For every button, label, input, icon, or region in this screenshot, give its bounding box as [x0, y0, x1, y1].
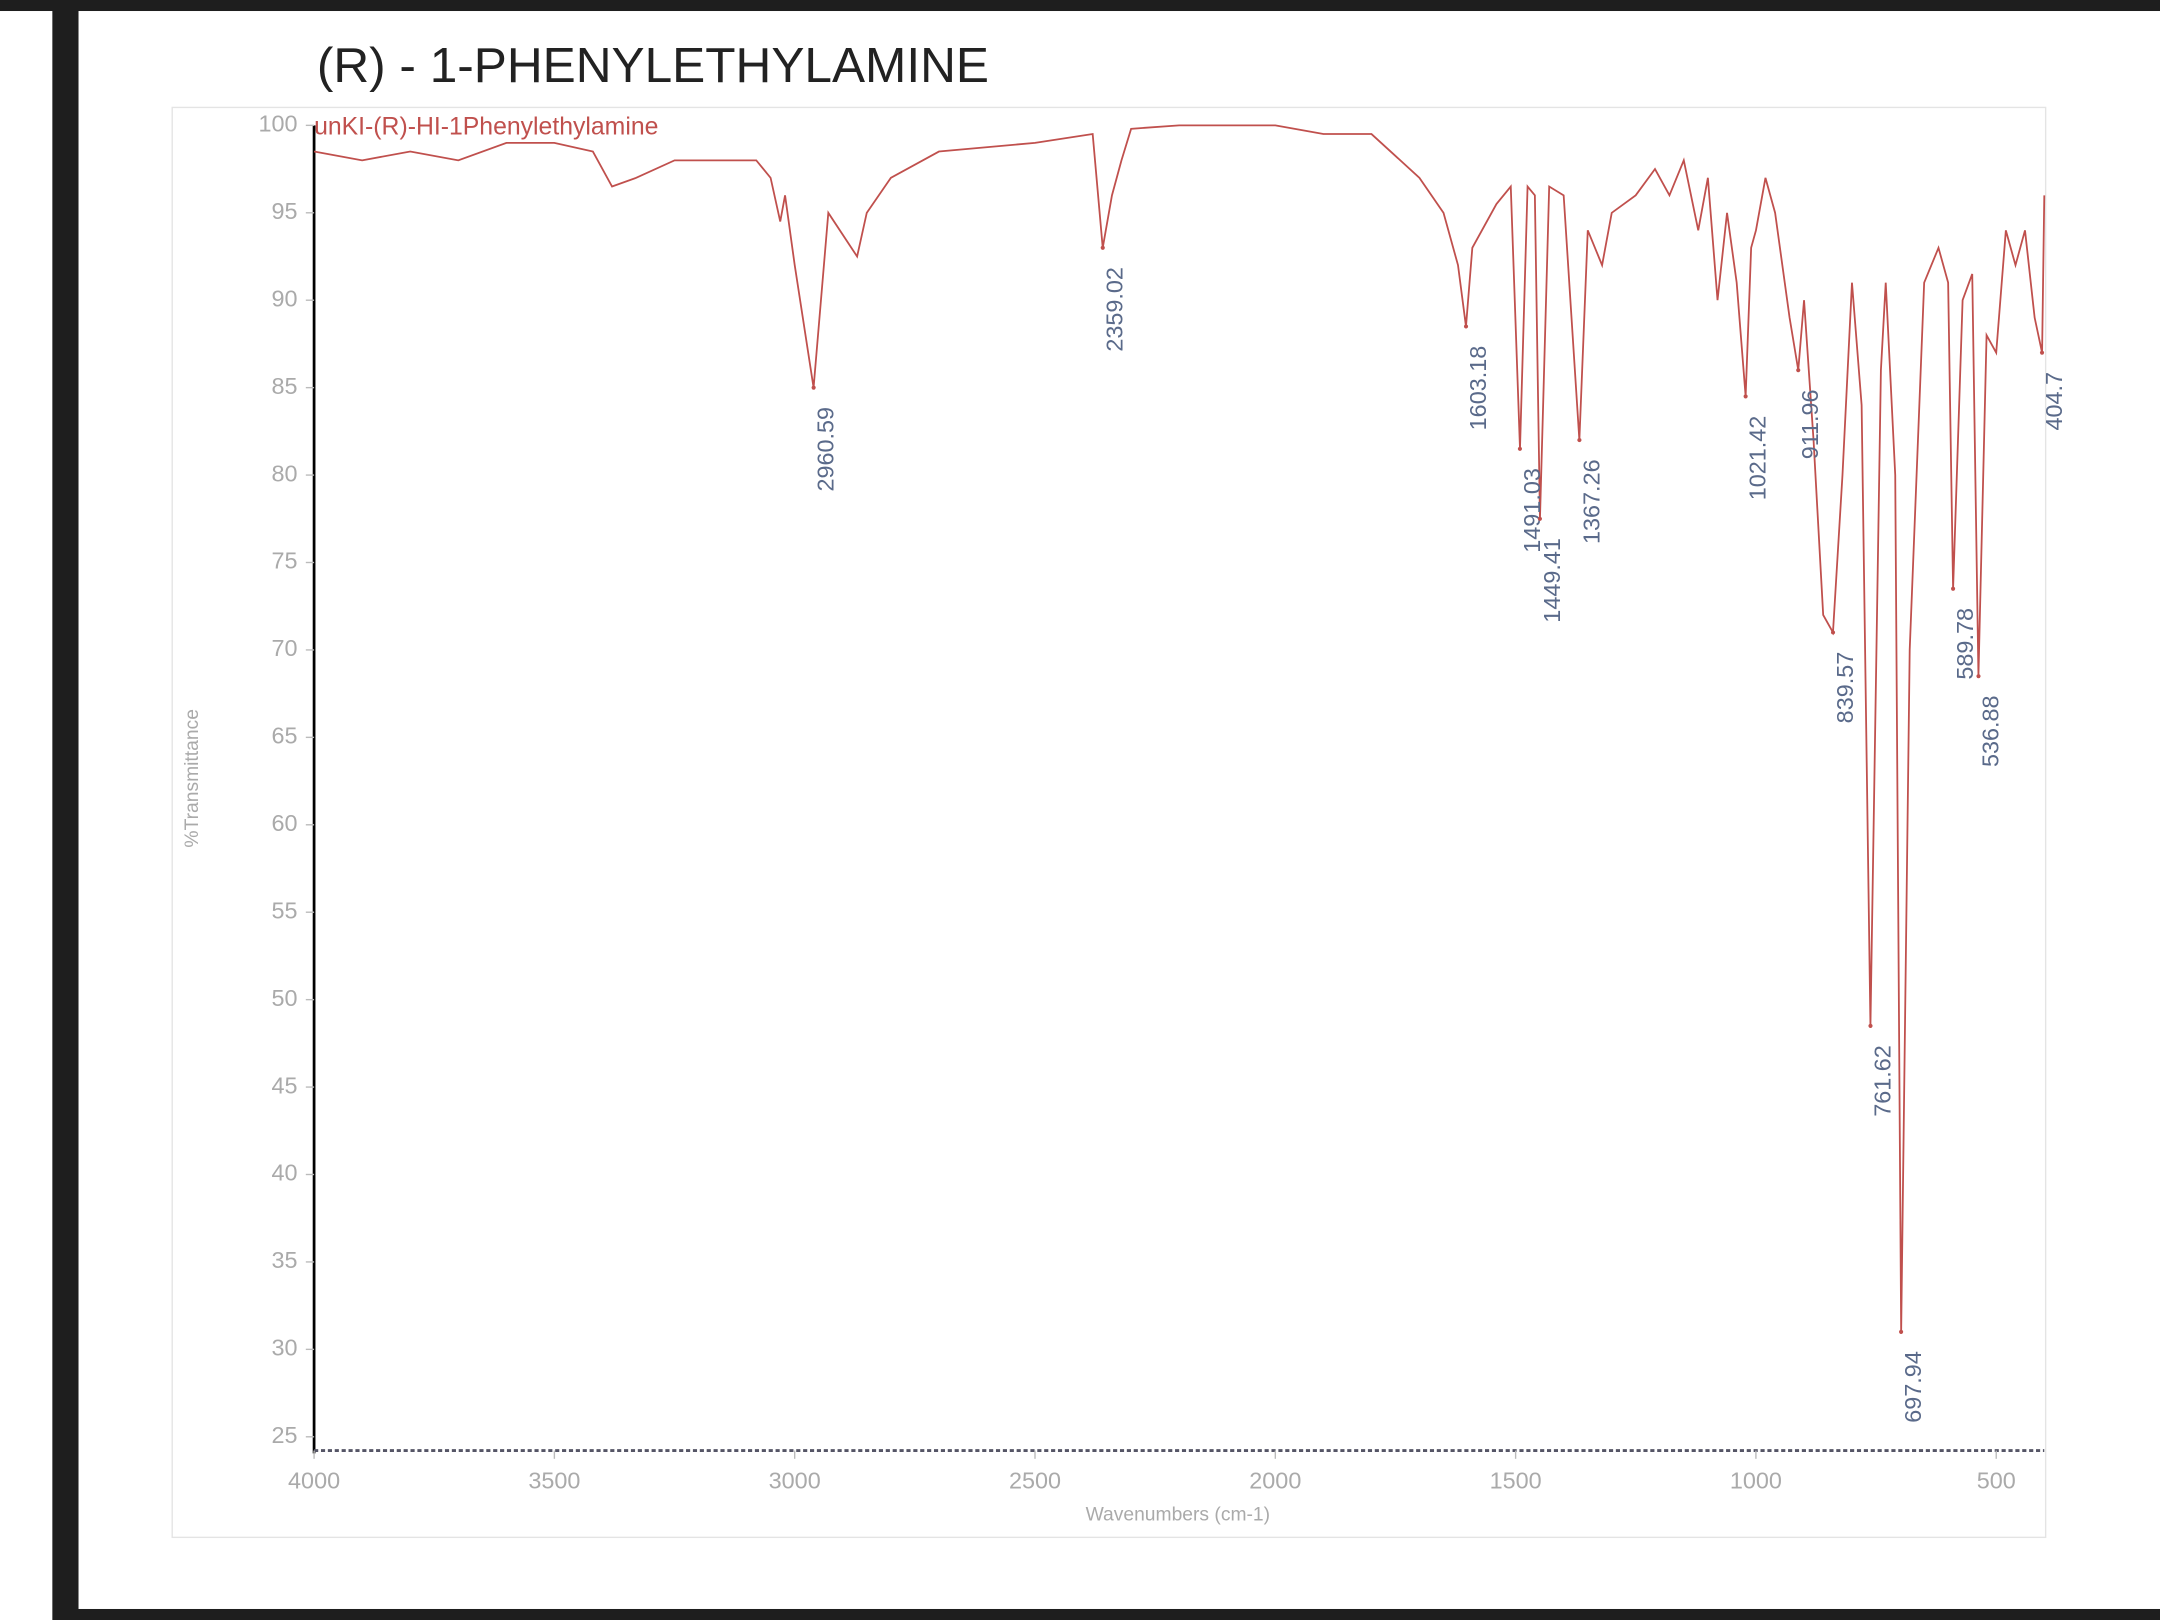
peak-marker — [1100, 245, 1105, 250]
peak-marker — [1517, 446, 1522, 451]
x-tick-label: 500 — [1977, 1467, 2016, 1493]
y-tick-label: 55 — [272, 897, 298, 923]
x-tick-label: 3500 — [528, 1467, 580, 1493]
peak-label: 1491.03 — [1519, 468, 1545, 553]
peak-marker — [1463, 324, 1469, 329]
peak-label: 839.57 — [1832, 652, 1858, 724]
peak-label: 697.94 — [1900, 1351, 1926, 1423]
spectrum-line — [313, 124, 2046, 1332]
y-tick-label: 80 — [272, 460, 298, 486]
peak-marker — [1577, 438, 1582, 443]
x-tick-label: 1500 — [1490, 1467, 1542, 1493]
peak-marker — [1951, 586, 1956, 591]
peak-label: 589.78 — [1952, 608, 1978, 680]
peak-marker — [1830, 630, 1836, 635]
y-tick-label: 50 — [272, 985, 298, 1011]
x-tick-label: 4000 — [288, 1467, 340, 1493]
y-axis-label: %Transmittance — [182, 709, 203, 847]
y-tick-label: 100 — [258, 111, 297, 137]
x-tick-label: 1000 — [1730, 1467, 1782, 1493]
y-tick-label: 70 — [272, 635, 298, 661]
legend-label: unKI-(R)-HI-1Phenylethylamine — [314, 114, 658, 141]
y-tick-label: 30 — [272, 1335, 298, 1361]
y-tick-label: 25 — [272, 1422, 298, 1448]
peak-marker — [1537, 516, 1542, 521]
y-tick-label: 75 — [272, 548, 298, 574]
y-tick-label: 45 — [272, 1072, 298, 1098]
peak-label: 911.96 — [1797, 389, 1823, 459]
x-tick-label: 2500 — [1009, 1467, 1061, 1493]
y-tick-label: 85 — [272, 373, 298, 399]
peak-marker — [1976, 674, 1981, 679]
left-strip — [0, 11, 53, 1620]
peak-marker — [811, 385, 816, 390]
peak-marker — [1899, 1329, 1904, 1334]
peak-marker — [1796, 368, 1801, 373]
y-tick-label: 95 — [272, 198, 298, 224]
peak-marker — [2039, 350, 2045, 355]
peak-label: 1449.41 — [1539, 538, 1565, 623]
peak-label: 1603.18 — [1465, 346, 1491, 431]
peak-marker — [1868, 1023, 1873, 1028]
peak-label: 404.7 — [2041, 372, 2067, 431]
peak-label: 761.62 — [1869, 1045, 1895, 1117]
y-tick-label: 40 — [272, 1160, 298, 1186]
x-tick-label: 3000 — [769, 1467, 821, 1493]
plot-frame — [171, 106, 2047, 1539]
peak-label: 2960.59 — [813, 407, 839, 492]
x-axis-label: Wavenumbers (cm-1) — [1086, 1504, 1270, 1525]
peak-label: 2359.02 — [1102, 267, 1128, 352]
peak-label: 536.88 — [1977, 695, 2003, 767]
y-tick-label: 65 — [272, 723, 298, 749]
y-tick-label: 60 — [272, 810, 298, 836]
paper — [78, 11, 2160, 1609]
peak-marker — [1743, 394, 1748, 399]
peak-label: 1021.42 — [1745, 416, 1771, 501]
x-tick-label: 2000 — [1249, 1467, 1301, 1493]
peak-label: 1367.26 — [1578, 459, 1604, 544]
y-tick-label: 35 — [272, 1247, 298, 1273]
y-tick-label: 90 — [272, 285, 298, 311]
chart-title: (R) - 1-PHENYLETHYLAMINE — [317, 37, 989, 93]
